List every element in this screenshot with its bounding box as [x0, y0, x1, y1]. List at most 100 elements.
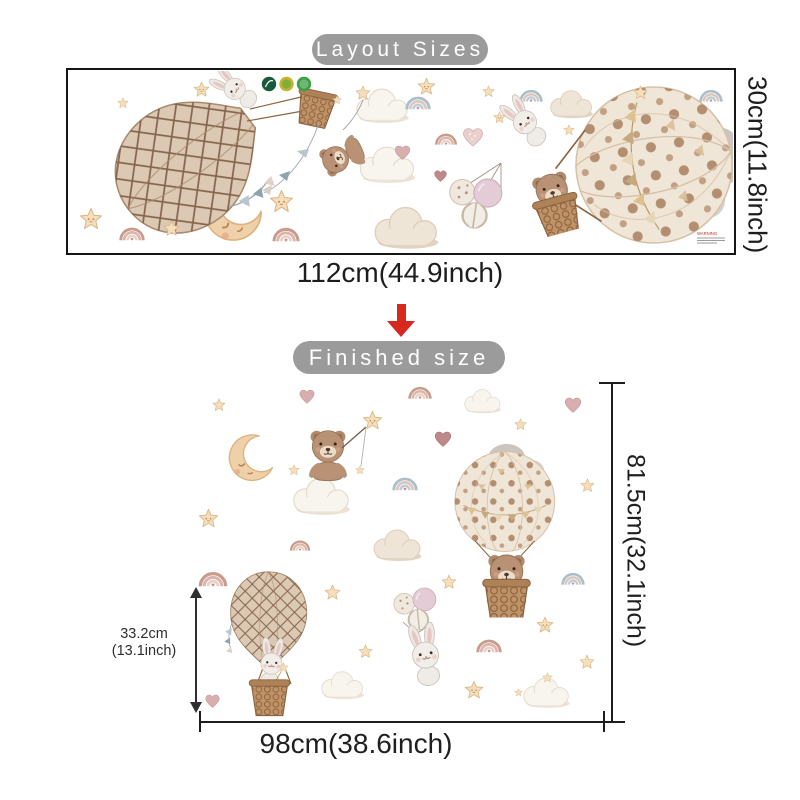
bear-in-basket-sticker: [483, 555, 531, 621]
width-dimension-cap-left: [199, 711, 201, 732]
finished-height-label: 81.5cm(32.1inch): [621, 454, 650, 648]
star-sticker: [514, 418, 527, 430]
star-sticker: [514, 688, 523, 697]
star-sticker: [117, 97, 129, 108]
sticker-sheet-illustration: WARNING: [69, 71, 733, 252]
balloon-basket: [291, 86, 340, 131]
down-arrow-shaft: [397, 304, 406, 321]
eco-badge-inner: [281, 79, 292, 89]
warning-micro-text: WARNING: [697, 231, 725, 244]
eco-badge-icon: [261, 76, 277, 92]
bear-sticker: [318, 134, 368, 178]
fishing-bear-sticker: [293, 426, 367, 516]
height-dimension-line: [611, 383, 613, 723]
star-sticker: [355, 85, 371, 100]
heart-sticker: [299, 389, 315, 404]
heart-sticker: [564, 397, 582, 413]
star-sticker: [482, 85, 495, 97]
warning-label: WARNING: [697, 231, 717, 236]
finished-size-banner: Finished size: [293, 341, 505, 374]
arrow-line: [195, 593, 197, 707]
micro-line: [697, 240, 725, 241]
bunny-sticker: [405, 619, 447, 689]
string: [342, 99, 364, 131]
lattice-balloon-sticker: [224, 571, 308, 717]
moon-sticker: [224, 431, 275, 485]
star-sticker: [418, 78, 435, 94]
star-sticker: [563, 124, 575, 135]
rainbow-sticker: [561, 572, 585, 586]
star-sticker: [465, 681, 483, 698]
leaf-icon: [264, 80, 274, 88]
bunny-with-balloons-sticker: [391, 586, 447, 689]
height-dimension-cap-bottom: [599, 721, 625, 723]
star-sticker: [580, 478, 595, 492]
star-sticker: [288, 464, 300, 475]
rainbow-sticker: [198, 572, 228, 588]
lattice-balloon-sticker: [89, 71, 340, 252]
rainbow-sticker: [699, 89, 723, 103]
finished-size-banner-label: Finished size: [308, 344, 490, 370]
star-wand: [275, 671, 282, 681]
heart-sticker: [205, 694, 220, 708]
heart-sticker: [434, 431, 452, 447]
balloon-height-arrow: [186, 587, 206, 713]
star-sticker: [81, 209, 102, 229]
sticker-sheet-frame: WARNING: [66, 68, 736, 255]
sheet-height-label: 30cm(11.8inch): [742, 76, 773, 254]
bunny-with-balloons-sticker: [444, 90, 554, 233]
sheet-width-label: 112cm(44.9inch): [296, 257, 504, 288]
layout-sizes-banner: Layout Sizes: [312, 34, 488, 65]
bear-sticker: [311, 431, 346, 481]
rainbow-sticker: [272, 227, 300, 243]
star-sticker: [355, 465, 365, 475]
balloon-height-inch: (13.1inch): [111, 643, 177, 660]
arrow-down-head: [190, 702, 202, 713]
cloud-sticker: [321, 671, 365, 700]
finished-layout-illustration: [198, 386, 595, 717]
width-dimension-line: [200, 721, 605, 723]
balloon-ropes: [246, 96, 304, 122]
hanging-bear-sticker: [318, 85, 371, 178]
star-sticker: [579, 654, 595, 669]
heart-sticker: [463, 128, 483, 147]
pennant-flag: [297, 149, 309, 158]
down-arrow-icon: [387, 304, 415, 339]
layout-sizes-banner-label: Layout Sizes: [315, 37, 485, 61]
star-sticker: [324, 584, 341, 600]
cloud-sticker: [464, 389, 502, 414]
eco-badge-icon: [296, 76, 312, 92]
star-sticker: [441, 574, 457, 589]
star-sticker: [363, 411, 381, 429]
width-dimension-cap-right: [603, 711, 605, 732]
finished-width-label: 98cm(38.6inch): [259, 728, 453, 759]
rainbow-sticker: [405, 96, 431, 111]
arrow-up-head: [190, 587, 202, 598]
rainbow-sticker: [119, 227, 145, 242]
cloud-sticker: [374, 206, 439, 250]
heart-sticker: [434, 170, 447, 182]
cloud-sticker: [293, 477, 351, 516]
eco-badge-icons: [261, 76, 312, 92]
balloon-basket: [248, 679, 291, 717]
polka-balloon-sticker: [454, 443, 556, 621]
cloud-sticker: [373, 529, 422, 562]
rainbow-sticker: [519, 89, 543, 103]
star-sticker: [358, 644, 373, 658]
rainbow-sticker: [289, 540, 311, 552]
fishing-line: [360, 426, 367, 467]
rainbow-sticker: [392, 477, 418, 492]
eco-badge-inner: [299, 79, 309, 89]
cloud-sticker: [523, 677, 571, 709]
cloud-sticker: [550, 90, 594, 119]
cloud-with-stars-sticker: [514, 672, 571, 709]
rainbow-sticker: [408, 386, 432, 400]
rainbow-sticker: [476, 639, 502, 654]
star-sticker: [537, 617, 553, 632]
micro-line: [697, 237, 725, 239]
balloon-height-label: 33.2cm (13.1inch): [102, 626, 186, 661]
down-arrow-head: [387, 321, 415, 337]
star-sticker: [199, 509, 217, 527]
pennant-flag: [262, 185, 272, 195]
